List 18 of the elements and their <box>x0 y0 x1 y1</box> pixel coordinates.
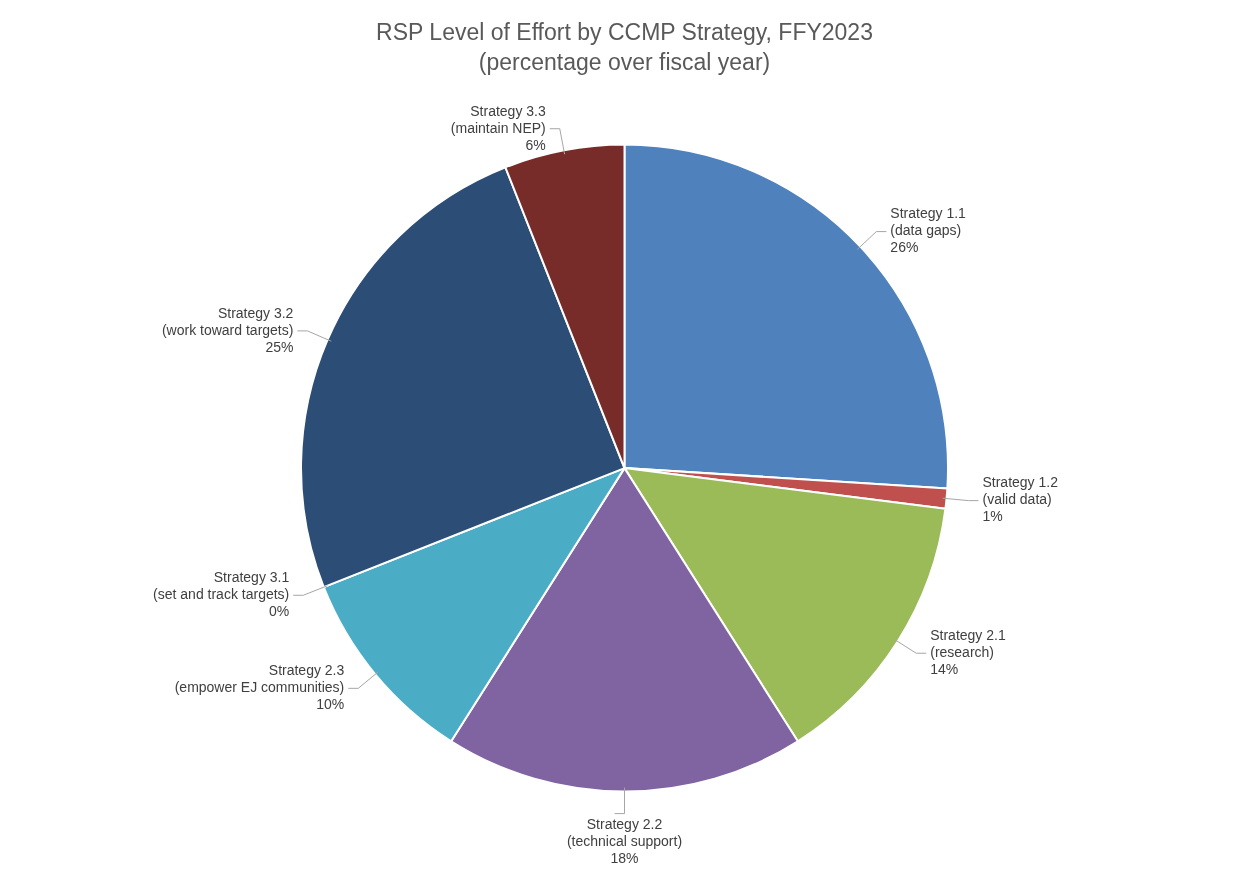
slice-label: Strategy 2.2 (technical support) <box>566 816 683 850</box>
slice-label: Strategy 3.2 (work toward targets) <box>161 304 294 338</box>
chart-subtitle: (percentage over fiscal year) <box>478 48 771 75</box>
data-label: 18% <box>610 850 639 867</box>
slice-label: Strategy 3.3 (maintain NEP) <box>450 102 546 136</box>
text: 0% <box>269 603 290 620</box>
slice-label: Strategy 2.3 (empower EJ communities) <box>174 662 345 696</box>
data-label: 6% <box>525 136 546 153</box>
slice-label: Strategy 1.2 (valid data) <box>982 474 1059 508</box>
chart-title: RSP Level of Effort by CCMP Strategy, FFY2023 <box>376 19 873 46</box>
slice-label: Strategy 1.1 (data gaps) <box>890 205 967 239</box>
data-label: 14% <box>930 661 959 678</box>
data-label: 1% <box>982 508 1003 525</box>
data-label: 25% <box>265 338 294 355</box>
slice-label: Strategy 2.1 (research) <box>930 627 1006 661</box>
data-label: 10% <box>316 696 345 713</box>
data-label: 26% <box>890 239 919 256</box>
legend-label: Strategy 3.1 (set and track targets) <box>153 569 290 603</box>
